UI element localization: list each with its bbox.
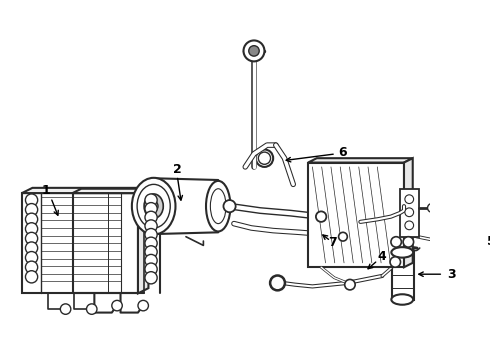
Circle shape: [25, 271, 38, 283]
Polygon shape: [22, 188, 148, 193]
Ellipse shape: [206, 181, 230, 231]
Circle shape: [112, 300, 122, 311]
Circle shape: [145, 246, 157, 258]
Circle shape: [145, 211, 157, 224]
Circle shape: [405, 208, 414, 217]
Circle shape: [25, 194, 38, 206]
Circle shape: [138, 300, 148, 311]
Circle shape: [145, 263, 157, 275]
Circle shape: [145, 255, 157, 267]
Circle shape: [390, 257, 400, 267]
Circle shape: [25, 203, 38, 216]
Circle shape: [145, 194, 157, 206]
Polygon shape: [308, 158, 413, 163]
Bar: [400, 189, 419, 237]
Ellipse shape: [144, 194, 163, 219]
Circle shape: [403, 237, 414, 247]
Polygon shape: [308, 163, 404, 267]
Circle shape: [405, 221, 414, 230]
Circle shape: [244, 40, 265, 61]
Text: 7: 7: [328, 236, 337, 249]
Text: 1: 1: [42, 184, 51, 197]
Polygon shape: [138, 188, 148, 293]
Ellipse shape: [256, 149, 273, 167]
Circle shape: [87, 304, 97, 314]
Ellipse shape: [223, 200, 236, 212]
Ellipse shape: [149, 201, 158, 211]
Circle shape: [391, 237, 401, 247]
Circle shape: [145, 220, 157, 232]
Ellipse shape: [339, 232, 347, 241]
Circle shape: [405, 195, 414, 203]
Text: 5: 5: [487, 235, 490, 248]
Circle shape: [145, 272, 157, 284]
Text: 6: 6: [339, 145, 347, 159]
Circle shape: [25, 223, 38, 235]
Text: 3: 3: [448, 268, 456, 281]
Text: 2: 2: [173, 163, 182, 176]
Ellipse shape: [392, 247, 413, 258]
Circle shape: [145, 229, 157, 241]
Polygon shape: [404, 158, 413, 267]
Circle shape: [25, 242, 38, 254]
Circle shape: [25, 232, 38, 244]
Ellipse shape: [132, 178, 175, 234]
Polygon shape: [73, 189, 169, 193]
Circle shape: [428, 203, 436, 212]
Circle shape: [344, 279, 355, 290]
Circle shape: [249, 46, 259, 56]
Bar: [392, 252, 414, 300]
Circle shape: [270, 276, 285, 290]
Circle shape: [25, 213, 38, 225]
Ellipse shape: [316, 211, 326, 222]
Circle shape: [145, 203, 157, 215]
Circle shape: [25, 261, 38, 273]
Ellipse shape: [392, 294, 413, 305]
Circle shape: [60, 304, 71, 314]
Circle shape: [145, 237, 157, 249]
Text: 4: 4: [378, 250, 387, 263]
Circle shape: [25, 252, 38, 264]
